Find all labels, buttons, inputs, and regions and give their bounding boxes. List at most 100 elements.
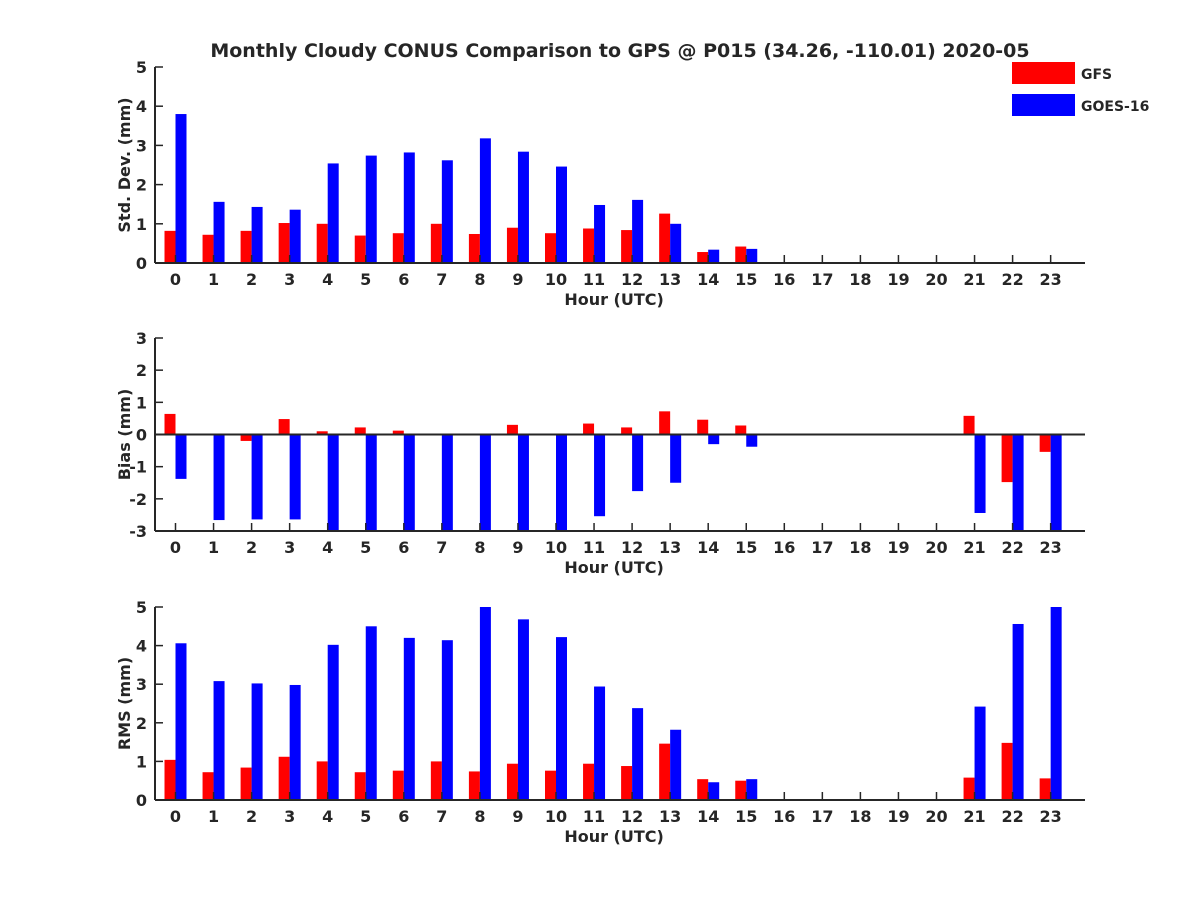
bar-goes16-9 [517, 619, 529, 800]
x-tick-label: 6 [398, 270, 409, 289]
chart-title: Monthly Cloudy CONUS Comparison to GPS @… [210, 40, 1029, 62]
bar-goes16-7 [441, 160, 453, 263]
bar-goes16-3 [289, 684, 301, 800]
x-tick-label: 15 [735, 538, 757, 557]
y-tick-label: 4 [136, 637, 147, 656]
x-tick-label: 3 [284, 270, 295, 289]
x-tick-label: 21 [963, 270, 985, 289]
bar-goes16-1 [213, 681, 225, 800]
bar-gfs-9 [506, 424, 518, 435]
bar-gfs-12 [621, 230, 633, 263]
x-tick-label: 6 [398, 538, 409, 557]
y-tick-label: -1 [129, 458, 147, 477]
x-tick-label: 16 [773, 807, 795, 826]
bar-gfs-7 [430, 223, 442, 263]
bar-goes16-13 [670, 729, 682, 800]
y-tick-label: 0 [136, 254, 147, 273]
y-tick-label: 0 [136, 426, 147, 445]
x-tick-label: 22 [1001, 538, 1023, 557]
x-tick-label: 21 [963, 807, 985, 826]
bar-gfs-6 [392, 770, 404, 800]
x-tick-label: 19 [887, 538, 909, 557]
bar-goes16-1 [213, 434, 225, 521]
x-tick-label: 13 [659, 270, 681, 289]
x-tick-label: 0 [170, 270, 181, 289]
x-tick-label: 20 [925, 538, 947, 557]
bar-gfs-5 [354, 235, 366, 263]
x-axis-label: Hour (UTC) [564, 558, 664, 577]
x-tick-label: 0 [170, 538, 181, 557]
x-tick-label: 3 [284, 538, 295, 557]
bar-gfs-1 [202, 772, 214, 800]
bar-gfs-9 [506, 763, 518, 800]
bar-goes16-7 [441, 434, 453, 531]
bar-goes16-15 [746, 248, 758, 263]
x-tick-label: 4 [322, 270, 333, 289]
bar-goes16-15 [746, 434, 758, 447]
x-tick-label: 10 [545, 807, 567, 826]
bar-gfs-9 [506, 227, 518, 263]
x-tick-label: 15 [735, 270, 757, 289]
bar-goes16-0 [175, 643, 187, 800]
bar-goes16-2 [251, 206, 263, 263]
x-tick-label: 23 [1040, 270, 1062, 289]
x-tick-label: 7 [436, 270, 447, 289]
y-tick-label: 3 [136, 329, 147, 348]
x-tick-label: 1 [208, 270, 219, 289]
bar-goes16-12 [632, 434, 644, 492]
bar-goes16-10 [556, 166, 567, 263]
bar-goes16-6 [403, 152, 415, 263]
bar-gfs-3 [278, 223, 290, 263]
y-tick-label: 2 [136, 714, 147, 733]
bar-gfs-7 [430, 761, 442, 800]
bar-gfs-11 [583, 228, 595, 263]
x-tick-label: 19 [887, 270, 909, 289]
bar-gfs-14 [697, 779, 709, 800]
y-tick-label: 1 [136, 752, 147, 771]
x-tick-label: 11 [583, 538, 605, 557]
bar-gfs-2 [240, 767, 252, 800]
y-tick-label: 1 [136, 215, 147, 234]
x-axis-label: Hour (UTC) [564, 827, 664, 846]
y-tick-label: 3 [136, 675, 147, 694]
y-tick-label: 2 [136, 361, 147, 380]
x-tick-label: 14 [697, 807, 719, 826]
y-tick-label: 4 [136, 97, 147, 116]
y-axis-label: Std. Dev. (mm) [115, 97, 134, 232]
legend-swatch-gfs [1012, 62, 1075, 84]
x-tick-label: 12 [621, 270, 643, 289]
bar-goes16-3 [289, 209, 301, 263]
bar-gfs-8 [468, 233, 480, 263]
bar-goes16-7 [441, 640, 453, 800]
y-tick-label: 3 [136, 136, 147, 155]
x-tick-label: 18 [849, 538, 871, 557]
y-tick-label: 1 [136, 393, 147, 412]
x-tick-label: 12 [621, 807, 643, 826]
bar-gfs-11 [583, 423, 595, 435]
bar-goes16-9 [517, 151, 529, 263]
bar-gfs-6 [392, 233, 404, 263]
x-tick-label: 8 [474, 538, 485, 557]
x-tick-label: 11 [583, 807, 605, 826]
bar-goes16-22 [1012, 623, 1024, 800]
x-tick-label: 17 [811, 270, 833, 289]
bar-goes16-5 [365, 155, 377, 263]
x-tick-label: 10 [545, 538, 567, 557]
bar-gfs-23 [1039, 778, 1051, 800]
x-tick-label: 23 [1040, 538, 1062, 557]
bar-goes16-11 [594, 204, 606, 263]
x-tick-label: 2 [246, 538, 257, 557]
x-tick-label: 1 [208, 807, 219, 826]
bar-goes16-15 [746, 779, 758, 800]
bar-gfs-5 [354, 772, 366, 800]
x-tick-label: 13 [659, 807, 681, 826]
legend-swatch-goes16 [1012, 94, 1075, 116]
x-tick-label: 17 [811, 807, 833, 826]
x-tick-label: 16 [773, 270, 795, 289]
bar-gfs-15 [735, 780, 747, 800]
bar-goes16-2 [251, 434, 263, 520]
x-tick-label: 9 [512, 270, 523, 289]
bar-goes16-21 [974, 434, 986, 513]
